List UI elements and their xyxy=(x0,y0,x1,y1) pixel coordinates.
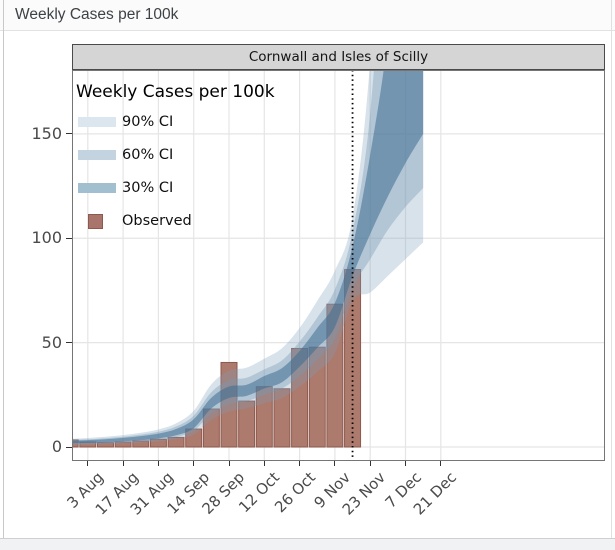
ci-90-swatch xyxy=(78,117,116,127)
x-axis-tick xyxy=(157,461,159,466)
y-axis-label: 150 xyxy=(31,123,62,143)
header-bar: Weekly Cases per 100k xyxy=(0,0,615,31)
x-axis-tick xyxy=(122,461,124,466)
x-axis-tick xyxy=(263,461,265,466)
y-axis-label: 0 xyxy=(51,437,62,456)
ci-30-swatch xyxy=(78,183,116,193)
x-axis-tick xyxy=(369,461,371,466)
page-title: Weekly Cases per 100k xyxy=(15,6,179,23)
window-left-border xyxy=(3,0,4,550)
x-axis-tick xyxy=(87,461,89,466)
y-axis-label: 100 xyxy=(31,228,62,248)
facet-strip-title: Cornwall and Isles of Scilly xyxy=(72,44,605,70)
x-axis-tick xyxy=(193,461,195,466)
x-axis-tick xyxy=(299,461,301,466)
observed-swatch xyxy=(88,213,103,229)
legend-item-90ci: 90% CI xyxy=(76,111,275,133)
ci-60-swatch xyxy=(78,150,116,160)
x-axis-tick xyxy=(228,461,230,466)
forecast-chart-panel xyxy=(72,70,605,461)
legend-item-60ci: 60% CI xyxy=(76,144,275,166)
y-axis-tick xyxy=(66,446,72,448)
y-axis-tick xyxy=(66,133,72,135)
window-bottom-strip xyxy=(0,538,615,550)
legend-item-label: Observed xyxy=(122,213,192,229)
y-axis-tick xyxy=(66,342,72,344)
legend: Weekly Cases per 100k 90% CI 60% CI 30% … xyxy=(76,82,275,243)
legend-item-label: 90% CI xyxy=(122,114,174,130)
x-axis-tick xyxy=(405,461,406,466)
x-axis-tick xyxy=(334,461,336,466)
window-right-border xyxy=(611,0,612,550)
y-axis-tick xyxy=(66,237,72,239)
y-axis-label: 50 xyxy=(41,332,62,352)
legend-item-label: 30% CI xyxy=(122,180,174,196)
legend-item-observed: Observed xyxy=(76,210,275,232)
legend-item-30ci: 30% CI xyxy=(76,177,275,199)
legend-title: Weekly Cases per 100k xyxy=(76,82,275,102)
legend-item-label: 60% CI xyxy=(122,147,174,163)
x-axis-tick xyxy=(440,461,442,466)
